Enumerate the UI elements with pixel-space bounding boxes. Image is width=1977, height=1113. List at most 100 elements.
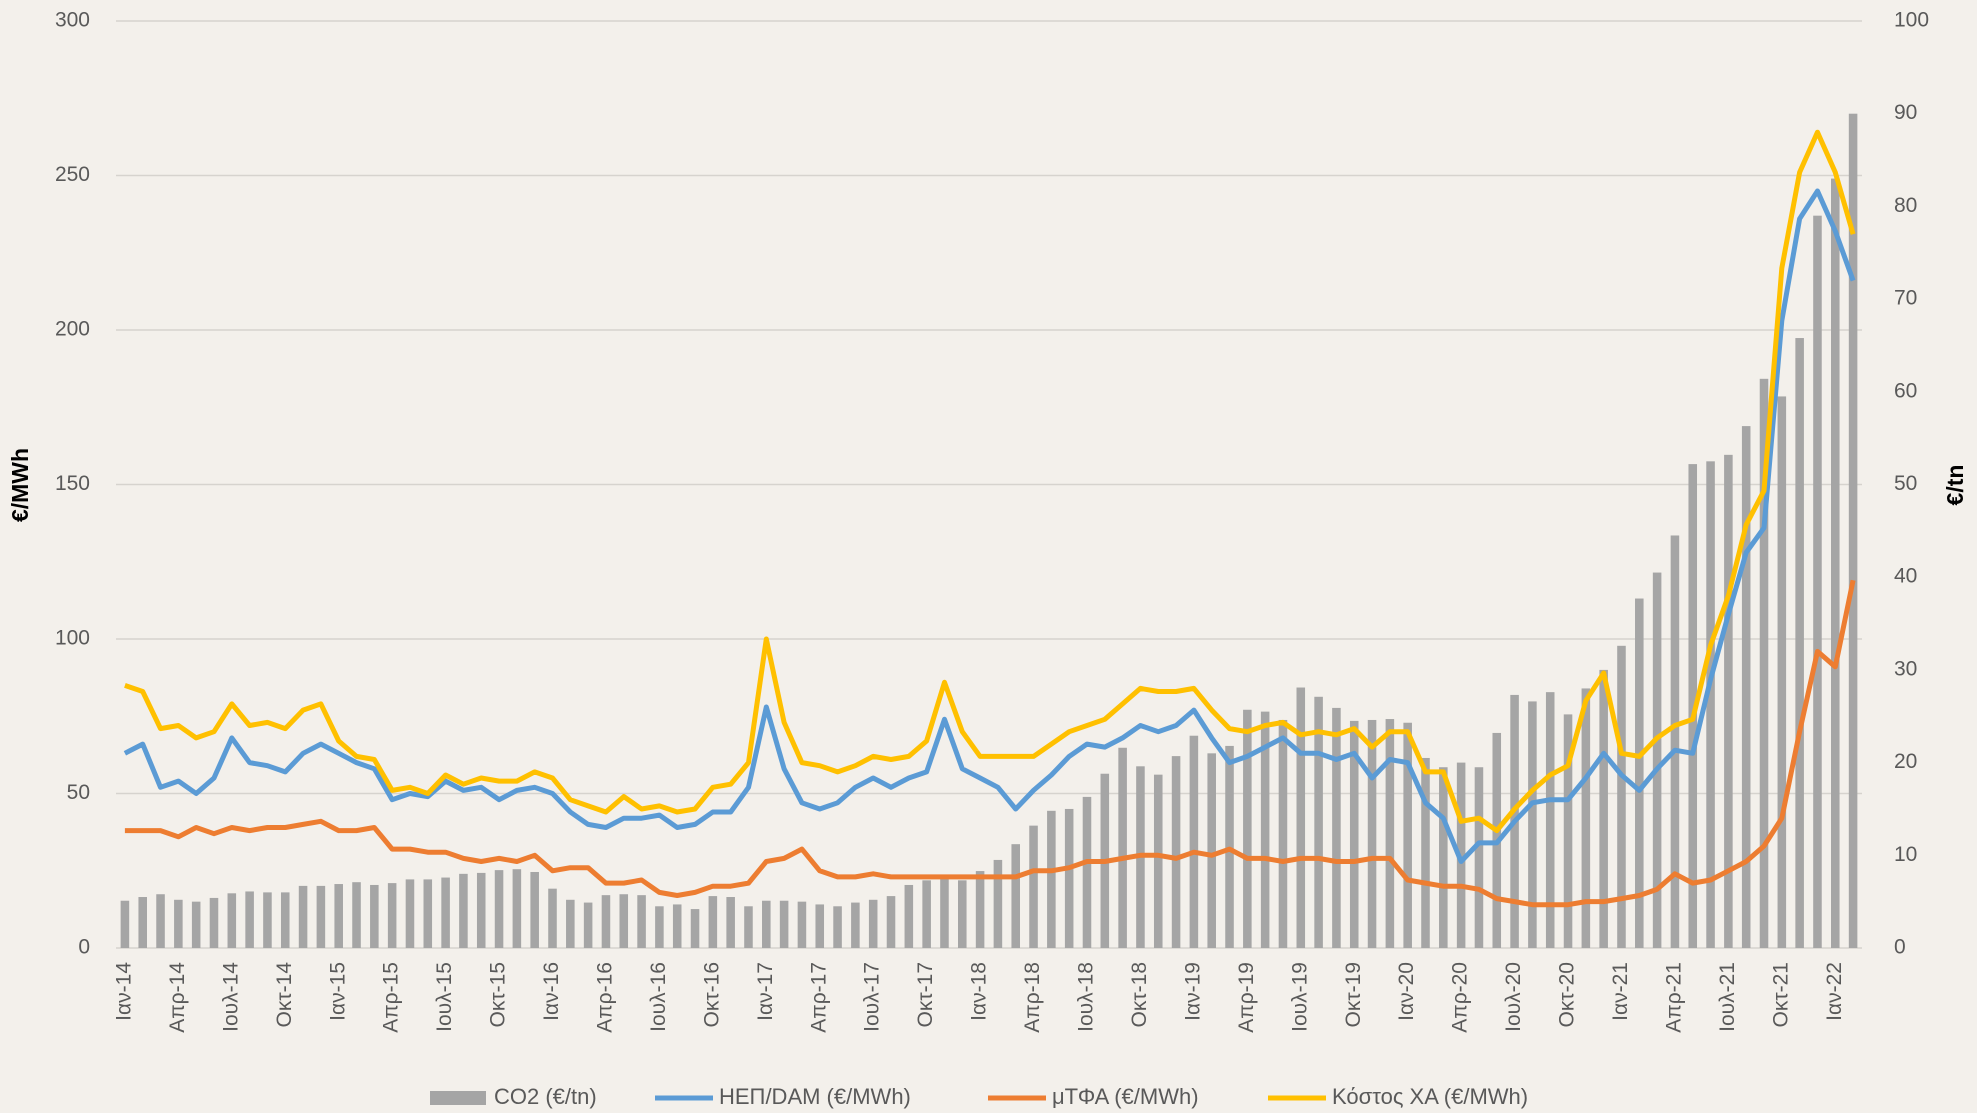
y2-tick-label: 70 [1894, 287, 1917, 310]
legend-swatch [430, 1091, 486, 1105]
line [124, 579, 1856, 908]
bar [1171, 756, 1181, 948]
x-tick-label: Οκτ-19 [1342, 962, 1365, 1027]
x-tick-label: Ιουλ-20 [1502, 962, 1525, 1032]
x-tick-label: Οκτ-16 [700, 962, 723, 1027]
y2-tick-label: 80 [1894, 194, 1917, 217]
bar [1207, 753, 1216, 948]
y2-tick-label: 30 [1894, 657, 1917, 680]
x-tick-label: Ιουλ-16 [647, 962, 670, 1032]
bar [1403, 722, 1412, 948]
y-tick-label: 200 [55, 318, 90, 341]
x-tick-label: Ιαν-19 [1181, 962, 1204, 1021]
x-tick-label: Απρ-19 [1235, 962, 1258, 1033]
y2-tick-label: 0 [1894, 936, 1906, 959]
bar [1260, 711, 1270, 948]
x-tick-label: Ιουλ-17 [861, 962, 884, 1032]
bar [1581, 688, 1591, 948]
x-tick-label: Ιαν-22 [1823, 962, 1846, 1021]
bar [441, 877, 450, 948]
x-tick-label: Οκτ-15 [487, 962, 510, 1027]
y-tick-label: 150 [55, 472, 90, 495]
bar [868, 899, 878, 948]
x-tick-label: Ιαν-21 [1609, 962, 1632, 1021]
bar [1563, 714, 1573, 948]
bar [1652, 572, 1662, 948]
bar [975, 871, 985, 948]
bar [352, 882, 361, 948]
legend-label: Κόστος ΧΑ (€/MWh) [1332, 1084, 1528, 1109]
bar [1082, 796, 1092, 948]
bar [637, 895, 646, 948]
bar [1528, 701, 1537, 948]
bar [1617, 645, 1626, 948]
bar [1296, 687, 1306, 948]
bar [174, 899, 183, 948]
y2-tick-label: 10 [1894, 843, 1917, 866]
line [124, 129, 1856, 834]
bar [1670, 535, 1680, 948]
bar [476, 872, 486, 948]
y2-tick-label: 40 [1894, 565, 1917, 588]
bar [1349, 720, 1359, 948]
y2-tick-label: 50 [1894, 472, 1917, 495]
bar [1243, 709, 1252, 948]
bar [1314, 696, 1323, 948]
bar [280, 892, 290, 948]
x-tick-label: Ιαν-16 [540, 962, 563, 1021]
x-tick-label: Ιαν-14 [112, 962, 135, 1021]
bar [1278, 719, 1288, 948]
x-tick-label: Οκτ-21 [1769, 962, 1792, 1027]
x-tick-label: Ιαν-18 [968, 962, 991, 1021]
bar [1153, 774, 1163, 948]
y-tick-label: 250 [55, 163, 90, 186]
bar [601, 895, 611, 948]
bar [993, 859, 1003, 948]
bar [1029, 825, 1038, 948]
bar [370, 884, 379, 948]
bar [1777, 396, 1787, 948]
legend-label: CO2 (€/tn) [494, 1084, 597, 1109]
bar [708, 896, 718, 948]
x-tick-label: Οκτ-20 [1556, 962, 1579, 1027]
bar [672, 904, 682, 948]
x-tick-label: Απρ-17 [807, 962, 830, 1033]
bar [1064, 808, 1074, 948]
bar [1724, 454, 1733, 948]
bar [619, 894, 629, 948]
bar [209, 897, 219, 948]
bar [566, 899, 575, 948]
bar [227, 893, 237, 948]
bar [922, 880, 931, 948]
bar [334, 884, 343, 948]
bar [1367, 719, 1377, 948]
bar [797, 901, 807, 948]
x-tick-label: Απρ-15 [380, 962, 403, 1033]
bar [1332, 707, 1341, 948]
line [123, 188, 1856, 864]
bar [423, 879, 433, 948]
bar [726, 897, 735, 948]
bar [316, 885, 326, 948]
bar [298, 885, 308, 948]
bar [1688, 464, 1698, 948]
bar [1759, 378, 1769, 948]
y-tick-label: 50 [67, 781, 90, 804]
y2-tick-label: 20 [1894, 750, 1917, 773]
bar [1599, 669, 1608, 948]
y2-tick-label: 100 [1894, 9, 1929, 32]
bar [191, 901, 201, 948]
bar [1385, 719, 1395, 948]
x-tick-label: Ιαν-20 [1395, 962, 1418, 1021]
bar [459, 873, 468, 948]
bar [405, 879, 415, 948]
bar [1830, 178, 1840, 949]
y-axis-title: €/MWh [7, 448, 33, 522]
bar [762, 900, 771, 948]
y2-axis-title: €/tn [1942, 465, 1968, 506]
bar [744, 906, 753, 948]
x-tick-label: Ιουλ-14 [219, 962, 242, 1032]
x-tick-label: Οκτ-18 [1128, 962, 1151, 1027]
x-tick-label: Απρ-20 [1449, 962, 1472, 1033]
x-tick-label: Απρ-16 [593, 962, 616, 1033]
